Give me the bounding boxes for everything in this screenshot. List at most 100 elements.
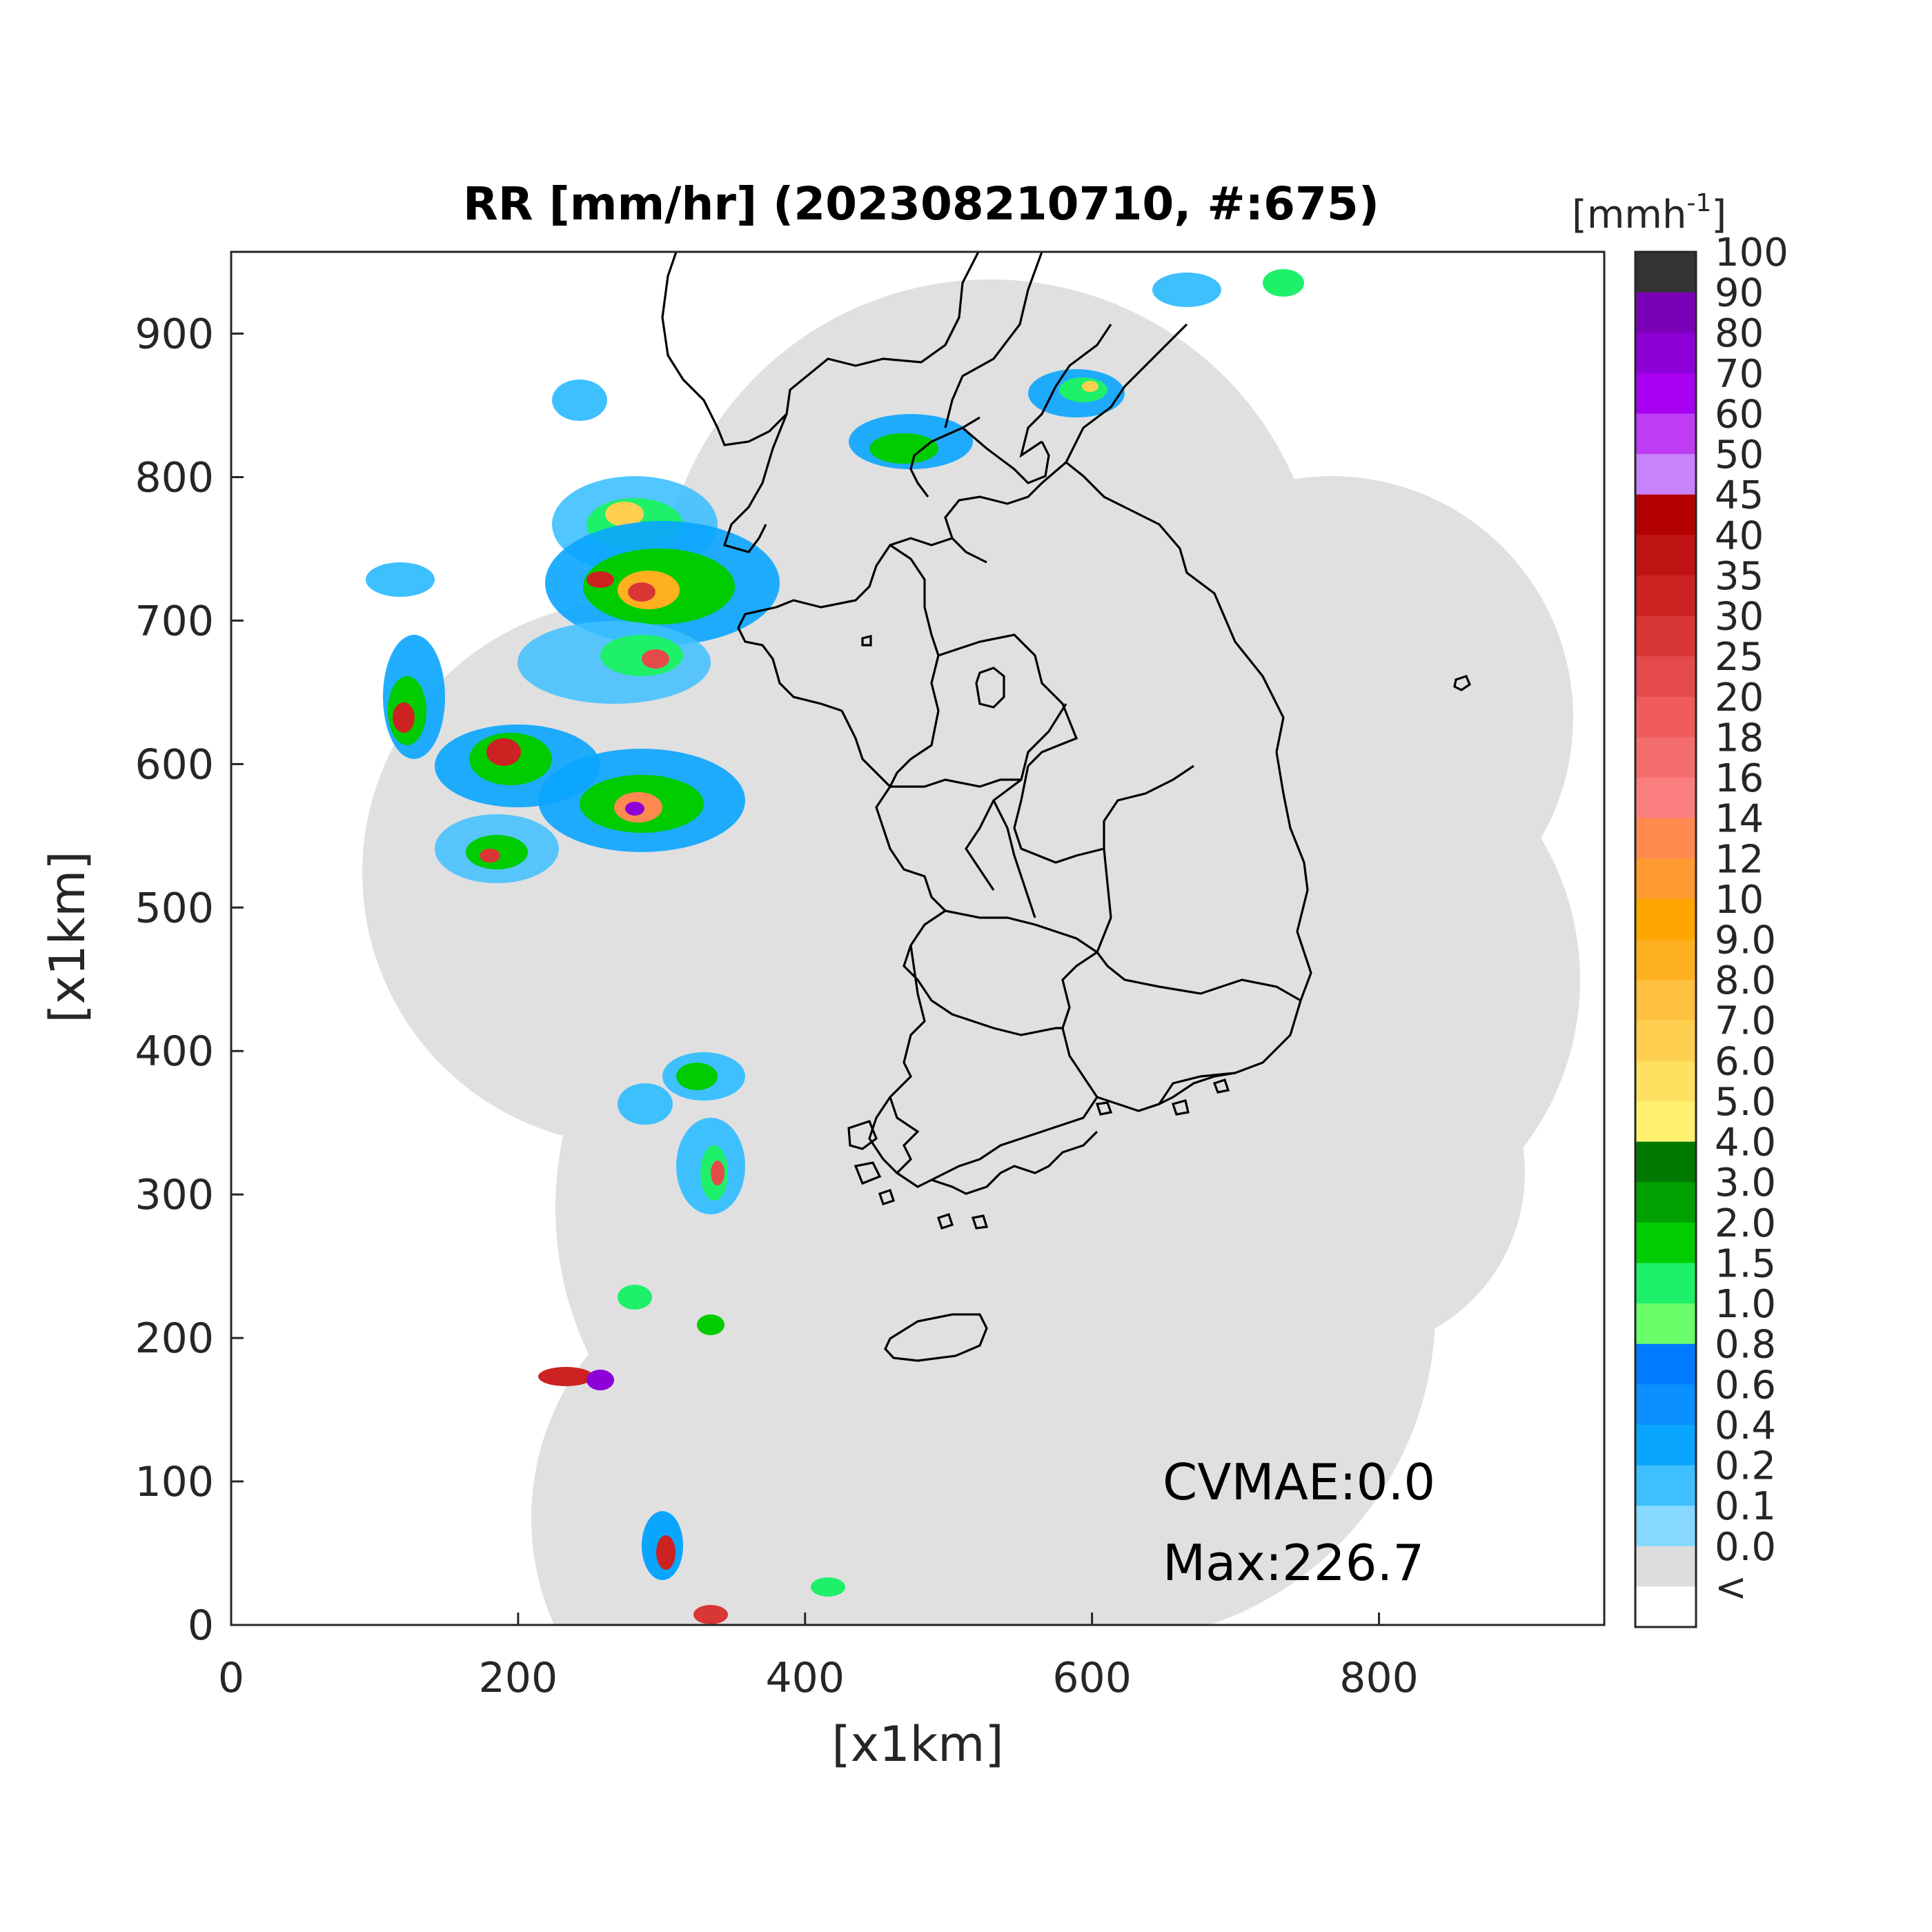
x-tick-label: 600 — [1052, 1654, 1132, 1702]
colorbar-block — [1635, 1141, 1696, 1183]
y-tick-label: 200 — [135, 1314, 214, 1363]
colorbar-label: 14 — [1715, 797, 1764, 842]
y-tick-label: 300 — [135, 1171, 214, 1219]
x-tick-label: 400 — [766, 1654, 845, 1702]
colorbar-block — [1635, 615, 1696, 657]
colorbar-block — [1635, 656, 1696, 698]
figure-title: RR [mm/hr] (202308210710, #:675) — [463, 177, 1379, 230]
colorbar-label: 4.0 — [1715, 1121, 1776, 1165]
colorbar-block — [1635, 1303, 1696, 1345]
colorbar-block — [1635, 1343, 1696, 1385]
colorbar-frame — [1634, 250, 1697, 1628]
x-axis: 0 200 400 600 800 — [218, 1613, 1419, 1702]
colorbar-label: 70 — [1715, 352, 1764, 397]
colorbar-label: 18 — [1715, 716, 1764, 760]
y-tick-label: 800 — [135, 453, 214, 502]
y-tick-label: 400 — [135, 1027, 214, 1076]
colorbar-block — [1635, 1263, 1696, 1304]
colorbar-block — [1635, 858, 1696, 900]
colorbar-label: 0.6 — [1715, 1363, 1776, 1408]
colorbar-color-blocks — [1635, 252, 1696, 1628]
colorbar-label: 0.2 — [1715, 1444, 1776, 1489]
colorbar-label: 0.0 — [1715, 1525, 1776, 1570]
colorbar-block — [1635, 1424, 1696, 1466]
colorbar-label: 30 — [1715, 595, 1764, 640]
colorbar-block — [1635, 252, 1696, 293]
colorbar-label: 10 — [1715, 878, 1764, 923]
colorbar-label: 7.0 — [1715, 999, 1776, 1044]
colorbar-label: 1.5 — [1715, 1241, 1776, 1286]
colorbar-block — [1635, 1384, 1696, 1426]
colorbar-block — [1635, 333, 1696, 374]
colorbar-label: 1.0 — [1715, 1282, 1776, 1327]
colorbar-labels: 100908070605045403530252018161412109.08.… — [1715, 230, 1788, 1610]
colorbar-block — [1635, 696, 1696, 738]
colorbar-label: 20 — [1715, 676, 1764, 720]
colorbar-block — [1635, 454, 1696, 495]
colorbar-label: 25 — [1715, 635, 1764, 680]
map-panel: 0 200 400 600 800 0 100 200 300 400 500 600 700 800 9… — [135, 250, 1606, 1702]
colorbar-label: 9.0 — [1715, 918, 1776, 963]
y-tick-label: 900 — [135, 310, 214, 359]
y-tick-label: 600 — [135, 740, 214, 789]
colorbar-block — [1635, 1020, 1696, 1061]
colorbar-label: 80 — [1715, 311, 1764, 356]
colorbar-label: 16 — [1715, 756, 1764, 801]
colorbar-label: < — [1715, 1565, 1747, 1610]
y-tick-label: 100 — [135, 1458, 214, 1506]
x-axis-label: [x1km] — [831, 1716, 1003, 1773]
colorbar-label: 0.8 — [1715, 1323, 1776, 1368]
colorbar-label: 50 — [1715, 433, 1764, 477]
y-tick-label: 500 — [135, 884, 214, 932]
colorbar-label: 90 — [1715, 271, 1764, 316]
y-tick-label: 700 — [135, 597, 214, 645]
colorbar-label: 60 — [1715, 392, 1764, 437]
colorbar-block — [1635, 1465, 1696, 1506]
colorbar-label: 6.0 — [1715, 1039, 1776, 1084]
colorbar-block — [1635, 373, 1696, 415]
y-tick-label: 0 — [188, 1601, 214, 1650]
colorbar-block — [1635, 818, 1696, 859]
colorbar-label: 35 — [1715, 554, 1764, 599]
x-tick-label: 800 — [1339, 1654, 1419, 1702]
colorbar-block — [1635, 1586, 1696, 1628]
colorbar-block — [1635, 737, 1696, 778]
max-annotation: Max:226.7 — [1163, 1534, 1424, 1592]
colorbar-block — [1635, 575, 1696, 617]
colorbar-label: 12 — [1715, 837, 1764, 882]
precipitation-echoes — [366, 269, 1304, 1624]
cvmae-annotation: CVMAE:0.0 — [1163, 1453, 1435, 1511]
colorbar-block — [1635, 1222, 1696, 1264]
colorbar-block — [1635, 939, 1696, 980]
x-tick-label: 200 — [479, 1654, 558, 1702]
colorbar-label: 45 — [1715, 473, 1764, 518]
colorbar-block — [1635, 494, 1696, 535]
korea-boundaries — [661, 252, 1471, 1362]
colorbar-block — [1635, 1061, 1696, 1102]
radar-coverage-area — [362, 279, 1580, 1625]
colorbar-label: 5.0 — [1715, 1080, 1776, 1125]
colorbar-block — [1635, 778, 1696, 819]
colorbar-block — [1635, 1546, 1696, 1587]
colorbar-block — [1635, 980, 1696, 1021]
colorbar-unit-label: [mmh-1] — [1572, 189, 1726, 237]
colorbar-label: 3.0 — [1715, 1161, 1776, 1205]
plot-frame — [230, 250, 1606, 1626]
colorbar-block — [1635, 898, 1696, 940]
colorbar-block — [1635, 1506, 1696, 1547]
colorbar-label: 0.4 — [1715, 1403, 1776, 1448]
colorbar-label: 8.0 — [1715, 958, 1776, 1003]
x-tick-label: 0 — [218, 1654, 244, 1702]
colorbar-block — [1635, 535, 1696, 576]
colorbar-block — [1635, 1101, 1696, 1143]
colorbar: [mmh-1] 10090807060504540353025201816141… — [1572, 189, 1788, 1628]
colorbar-block — [1635, 413, 1696, 455]
colorbar-block — [1635, 292, 1696, 333]
colorbar-label: 0.1 — [1715, 1484, 1776, 1529]
colorbar-label: 40 — [1715, 513, 1764, 558]
colorbar-label: 100 — [1715, 230, 1788, 275]
colorbar-label: 2.0 — [1715, 1201, 1776, 1246]
y-axis-label: [x1km] — [39, 851, 96, 1023]
colorbar-block — [1635, 1182, 1696, 1223]
